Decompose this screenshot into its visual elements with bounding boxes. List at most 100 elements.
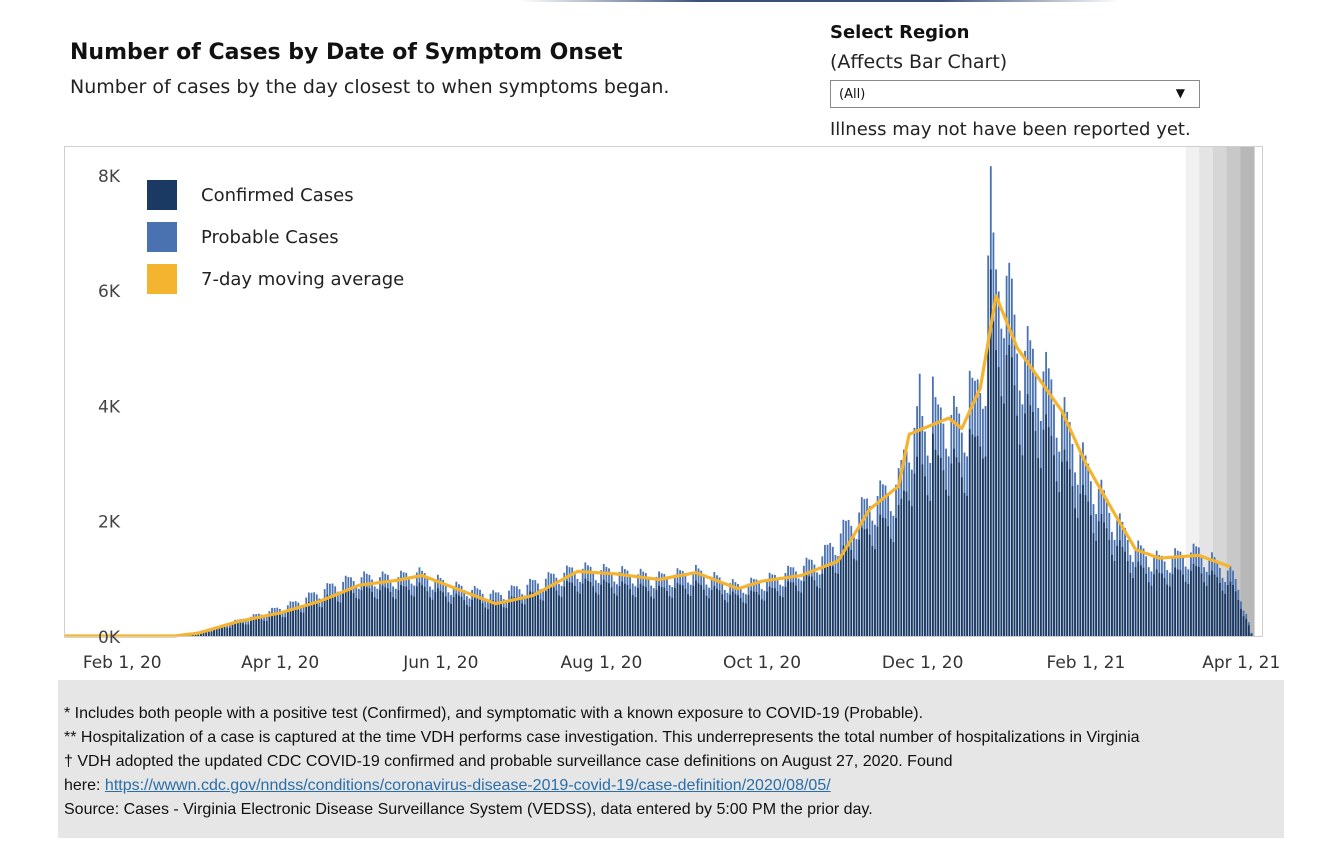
confirmed-bar <box>695 580 697 636</box>
confirmed-bar <box>505 608 508 636</box>
confirmed-bar <box>968 429 971 636</box>
confirmed-bar <box>852 558 855 636</box>
confirmed-bar <box>771 587 774 636</box>
confirmed-bar <box>729 594 732 636</box>
confirmed-bar <box>1187 584 1190 636</box>
confirmed-bar <box>613 593 616 636</box>
confirmed-bar <box>692 585 695 636</box>
confirmed-bar <box>415 586 418 636</box>
confirmed-bar <box>1087 501 1090 636</box>
confirmed-bar <box>1037 458 1040 636</box>
confirmed-bar <box>960 477 963 636</box>
confirmed-bar <box>1097 521 1100 636</box>
cases-chart: 0K 2K 4K 6K 8K Feb 1, 20 Apr 1, 20 Jun 1, 20 Au… <box>64 146 1280 673</box>
confirmed-bar <box>1000 396 1003 636</box>
confirmed-bar <box>502 607 505 636</box>
confirmed-bar <box>234 623 237 636</box>
cdc-definition-link[interactable]: https://wwwn.cdc.gov/nndss/conditions/co… <box>104 777 831 794</box>
confirmed-bar <box>629 589 631 636</box>
confirmed-bar <box>1234 591 1237 636</box>
x-tick-label: Jun 1, 20 <box>402 653 478 673</box>
region-select[interactable]: (All) ▼ <box>830 80 1200 108</box>
confirmed-bar <box>910 506 913 636</box>
confirmed-bar <box>760 599 763 636</box>
confirmed-bar <box>252 619 255 636</box>
confirmed-bar <box>279 614 281 636</box>
confirmed-bar <box>879 514 882 636</box>
confirmed-bar <box>963 492 966 636</box>
confirmed-bar <box>1124 551 1126 636</box>
confirmed-bar <box>905 491 908 636</box>
confirmed-bar <box>1068 469 1071 636</box>
chart-subtitle: Number of cases by the day closest to wh… <box>70 76 670 98</box>
confirmed-bar <box>1166 584 1169 636</box>
confirmed-bar <box>1060 461 1063 636</box>
confirmed-bar <box>602 579 605 636</box>
confirmed-bar <box>260 619 263 636</box>
confirmed-bar <box>544 591 547 636</box>
confirmed-bar <box>982 458 984 636</box>
confirmed-bar <box>816 586 818 636</box>
x-axis: Feb 1, 20 Apr 1, 20 Jun 1, 20 Aug 1, 20 Oct … <box>83 653 1280 673</box>
confirmed-bar <box>1192 563 1195 636</box>
confirmed-bar <box>979 446 982 636</box>
confirmed-bar <box>774 588 776 636</box>
confirmed-bar <box>365 587 368 636</box>
confirmed-bar <box>336 601 339 636</box>
confirmed-bar <box>339 602 342 636</box>
confirmed-bar <box>276 613 279 636</box>
confirmed-bar <box>537 595 539 636</box>
confirmed-bar <box>431 599 434 636</box>
confirmed-bar <box>971 434 974 636</box>
confirmed-bar <box>858 539 861 636</box>
confirmed-bar <box>616 595 618 636</box>
confirmed-bar <box>1047 427 1050 636</box>
confirmed-bar <box>523 604 526 636</box>
confirmed-bar <box>887 526 890 636</box>
confirmed-bar <box>752 591 755 636</box>
confirmed-bar <box>671 597 674 636</box>
confirmed-bar <box>429 597 431 636</box>
confirmed-bar <box>460 596 463 636</box>
y-axis: 0K 2K 4K 6K 8K <box>98 167 121 648</box>
confirmed-bar <box>718 590 721 636</box>
confirmed-bar <box>1003 403 1005 636</box>
confirmed-bar <box>1195 566 1198 636</box>
confirmed-bar <box>679 584 682 636</box>
confirmed-bar <box>802 581 805 636</box>
confirmed-bar <box>255 619 258 636</box>
x-tick-label: Apr 1, 21 <box>1202 653 1280 673</box>
confirmed-bar <box>705 595 708 636</box>
confirmed-bar <box>837 573 839 636</box>
confirmed-bar <box>631 595 634 636</box>
shade-band <box>1213 146 1228 636</box>
confirmed-bars <box>171 269 1253 636</box>
confirmed-bar <box>1016 415 1019 636</box>
confirmed-bar <box>826 564 829 636</box>
confirmed-bar <box>731 591 734 636</box>
confirmed-bar <box>1053 455 1055 636</box>
confirmed-bar <box>487 609 489 636</box>
footnote-3: † VDH adopted the updated CDC COVID-19 c… <box>64 753 953 770</box>
confirmed-bar <box>476 598 479 636</box>
confirmed-bar <box>305 606 308 636</box>
confirmed-bar <box>747 595 750 636</box>
confirmed-bar <box>273 614 276 636</box>
confirmed-bar <box>210 631 213 636</box>
confirmed-bar <box>795 585 797 636</box>
confirmed-bar <box>447 601 450 636</box>
confirmed-bar <box>1145 573 1148 636</box>
confirmed-bar <box>1050 435 1053 636</box>
legend-swatch <box>147 264 177 294</box>
confirmed-bar <box>310 602 313 636</box>
confirmed-bar <box>563 586 566 636</box>
confirmed-bar <box>976 435 979 636</box>
confirmed-bar <box>307 602 310 636</box>
confirmed-bar <box>268 616 271 636</box>
confirmed-bar <box>687 594 689 636</box>
confirmed-bar <box>1132 578 1134 636</box>
confirmed-bar <box>408 589 410 636</box>
confirmed-bar <box>294 608 297 636</box>
confirmed-bar <box>271 614 273 636</box>
confirmed-bar <box>953 448 955 636</box>
